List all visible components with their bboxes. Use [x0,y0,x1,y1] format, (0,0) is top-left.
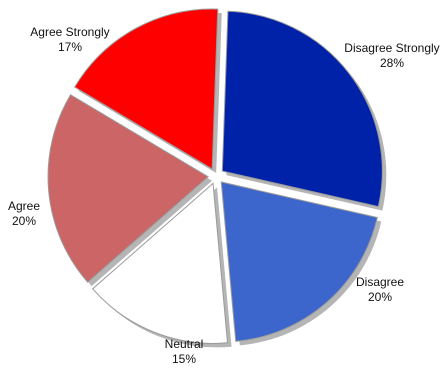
slice-label-percent: 28% [380,56,404,70]
slice-label-name: Agree Strongly [30,25,109,39]
pie-slice-neutral [91,182,229,344]
slice-label-name: Neutral [165,337,204,351]
slice-label-name: Agree [8,199,40,213]
slice-label-name: Disagree [356,275,404,289]
pie-slice-disagree-strongly [221,10,383,208]
slice-label-percent: 15% [172,352,196,366]
pie-slice-agree-strongly [74,8,219,170]
slice-label-disagree-strongly: Disagree Strongly 28% [344,41,439,70]
slice-label-percent: 20% [368,290,392,304]
slice-label-neutral: Neutral 15% [165,337,204,366]
slice-label-name: Disagree Strongly [344,41,439,55]
pie-slice-agree [47,94,209,283]
slice-label-agree: Agree 20% [8,199,40,228]
pie-slice-disagree [220,181,378,342]
pie-slices [47,8,383,344]
slice-label-disagree: Disagree 20% [356,275,404,304]
pie-labels: Disagree Strongly 28%Disagree 20%Neutral 15… [8,25,440,366]
slice-label-agree-strongly: Agree Strongly 17% [30,25,109,54]
slice-label-percent: 20% [12,214,36,228]
slice-label-percent: 17% [58,40,82,54]
